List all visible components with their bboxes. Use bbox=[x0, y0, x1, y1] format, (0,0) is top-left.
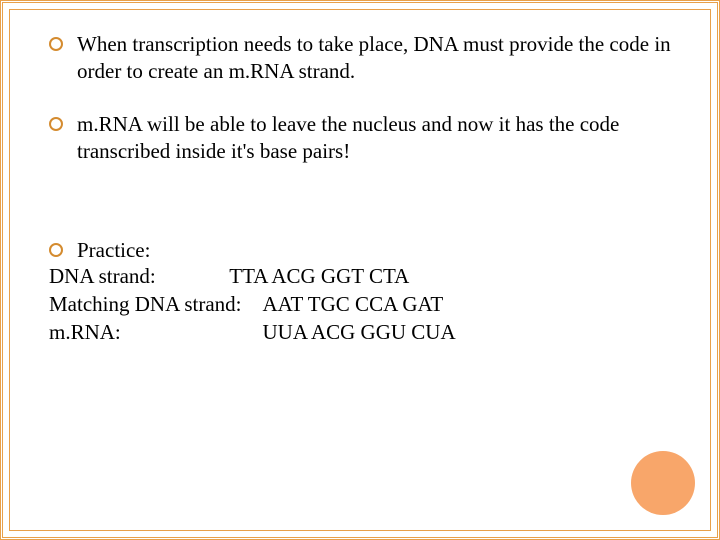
practice-heading: Practice: bbox=[77, 237, 671, 264]
practice-seq: UUA ACG GGU CUA bbox=[263, 320, 456, 344]
bullet-item: m.RNA will be able to leave the nucleus … bbox=[49, 111, 671, 165]
bullet-text: m.RNA will be able to leave the nucleus … bbox=[77, 111, 671, 165]
bullet-item: Practice: bbox=[49, 237, 671, 264]
practice-line: Matching DNA strand: AAT TGC CCA GAT bbox=[49, 291, 671, 319]
practice-seq: AAT TGC CCA GAT bbox=[262, 292, 443, 316]
bullet-item: When transcription needs to take place, … bbox=[49, 31, 671, 85]
practice-block: Practice: DNA strand: TTA ACG GGT CTA Ma… bbox=[49, 237, 671, 347]
practice-seq: TTA ACG GGT CTA bbox=[229, 264, 409, 288]
bullet-icon bbox=[49, 243, 63, 257]
practice-line: DNA strand: TTA ACG GGT CTA bbox=[49, 263, 671, 291]
slide-content: When transcription needs to take place, … bbox=[49, 31, 671, 347]
bullet-text: When transcription needs to take place, … bbox=[77, 31, 671, 85]
practice-line: m.RNA: UUA ACG GGU CUA bbox=[49, 319, 671, 347]
practice-label: DNA strand: bbox=[49, 264, 156, 288]
slide-container: When transcription needs to take place, … bbox=[0, 0, 720, 540]
practice-label: Matching DNA strand: bbox=[49, 292, 241, 316]
accent-circle-icon bbox=[631, 451, 695, 515]
bullet-icon bbox=[49, 37, 63, 51]
bullet-icon bbox=[49, 117, 63, 131]
practice-label: m.RNA: bbox=[49, 320, 121, 344]
